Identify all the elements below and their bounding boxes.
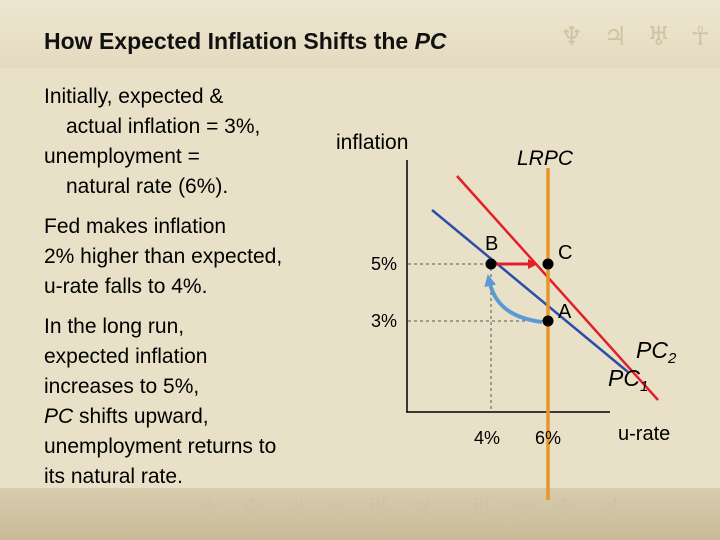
decorative-glyphs-top: ♆ ♃ ♅ ☥ xyxy=(560,22,717,52)
text-line: Fed makes inflation xyxy=(44,215,227,238)
tick-6pct: 6% xyxy=(535,428,561,448)
tick-3pct: 3% xyxy=(371,311,397,331)
text-line: u-rate falls to 4%. xyxy=(44,275,208,298)
text-line: PC shifts upward, xyxy=(44,402,344,432)
text-line: In the long run, xyxy=(44,315,185,338)
point-c-dot xyxy=(542,258,554,270)
point-b-dot xyxy=(485,258,497,270)
x-axis-label: u-rate xyxy=(618,423,670,445)
pc-rest: shifts upward, xyxy=(73,405,209,428)
point-a-dot xyxy=(542,315,554,327)
slide-title: How Expected Inflation Shifts the PC xyxy=(44,28,447,54)
paragraph-long-run: In the long run, expected inflation incr… xyxy=(44,312,344,492)
tick-4pct: 4% xyxy=(474,428,500,448)
text-line: natural rate (6%). xyxy=(66,175,229,198)
tick-5pct: 5% xyxy=(371,254,397,274)
paragraph-initial: Initially, expected & actual inflation =… xyxy=(44,82,334,202)
pc1-label: PC1 xyxy=(608,365,648,395)
pc2-label: PC2 xyxy=(636,337,677,367)
arrow-a-to-b xyxy=(484,274,543,324)
footer-band xyxy=(0,488,720,540)
text-line: increases to 5%, xyxy=(44,375,200,398)
lrpc-label: LRPC xyxy=(517,147,574,170)
pc1-curve xyxy=(456,175,659,401)
point-c-label: C xyxy=(558,242,572,264)
text-line: its natural rate. xyxy=(44,465,183,488)
pc-emph: PC xyxy=(44,405,74,428)
text-line: unemployment returns to xyxy=(44,435,277,458)
text-line: expected inflation xyxy=(44,345,208,368)
y-axis-label: inflation xyxy=(336,131,408,154)
point-b-label: B xyxy=(485,233,498,255)
decorative-glyphs-bottom-right: ♅ ☥ ♆ ♃ xyxy=(470,494,627,524)
text-line: 2% higher than expected, xyxy=(44,245,283,268)
pc2-curve xyxy=(431,209,629,373)
decorative-glyphs-bottom: ☥ ♆ ♃ ☥ ♅ ♃ xyxy=(200,494,440,524)
point-a-label: A xyxy=(558,301,572,323)
text-line: unemployment = xyxy=(44,145,200,168)
text-line: actual inflation = 3%, xyxy=(66,115,261,138)
text-line: Initially, expected & xyxy=(44,85,224,108)
header-band xyxy=(0,0,720,68)
paragraph-fed: Fed makes inflation 2% higher than expec… xyxy=(44,212,344,302)
